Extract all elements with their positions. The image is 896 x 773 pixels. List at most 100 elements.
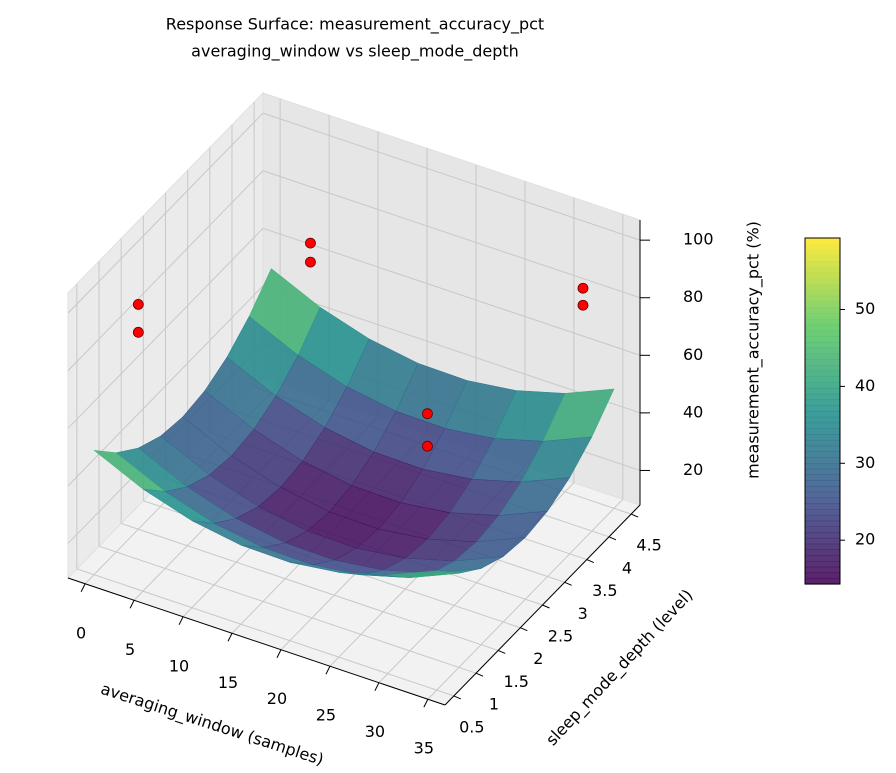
colorbar-swatch — [805, 376, 840, 383]
colorbar-swatch — [805, 312, 840, 320]
z-axis-label: measurement_accuracy_pct (%) — [744, 221, 764, 479]
colorbar-swatch — [805, 445, 840, 452]
x-tick-label: 0 — [76, 623, 86, 642]
colorbar-swatch — [805, 509, 840, 516]
colorbar-swatch — [805, 468, 840, 476]
colorbar-swatch — [805, 503, 840, 510]
axis-line — [444, 504, 641, 706]
colorbar-swatch — [805, 480, 840, 487]
colorbar-swatch — [805, 289, 840, 297]
z-tick-label: 20 — [683, 460, 703, 479]
x-tick — [80, 583, 86, 592]
x-tick-label: 15 — [218, 673, 238, 692]
colorbar-swatch — [805, 295, 840, 303]
colorbar-swatch — [805, 439, 840, 447]
chart-title: Response Surface: measurement_accuracy_p… — [166, 15, 544, 35]
colorbar-swatch — [805, 272, 840, 279]
x-tick — [325, 666, 331, 675]
x-tick-label: 10 — [169, 656, 189, 675]
colorbar-tick-label: 30 — [855, 453, 875, 472]
data-point — [422, 440, 433, 452]
colorbar-swatch — [805, 364, 840, 372]
y-tick-label: 1 — [489, 695, 499, 714]
grid-line — [121, 522, 499, 651]
y-tick — [497, 649, 506, 654]
y-tick — [520, 627, 528, 632]
y-tick-label: 1.5 — [503, 672, 528, 691]
colorbar-swatch — [805, 370, 840, 377]
grid-line — [98, 545, 477, 674]
y-tick — [475, 672, 484, 677]
y-tick-label: 4 — [622, 558, 632, 577]
colorbar-swatch — [805, 416, 840, 424]
colorbar-swatch — [805, 249, 840, 256]
x-axis-label: averaging_window (samples) — [98, 679, 326, 769]
z-tick-label: 80 — [683, 287, 703, 306]
data-point — [305, 237, 316, 249]
y-tick-label: 3.5 — [592, 581, 617, 600]
colorbar-swatch — [805, 266, 840, 274]
grid-line — [67, 227, 264, 429]
axis-line — [67, 577, 446, 706]
colorbar-swatch — [805, 301, 840, 308]
y-tick-label: 2 — [533, 649, 543, 668]
colorbar-swatch — [805, 353, 840, 360]
colorbar-swatch — [805, 261, 840, 268]
y-tick-label: 2.5 — [548, 627, 573, 646]
y-tick-label: 4.5 — [636, 536, 661, 555]
colorbar-swatch — [805, 566, 840, 574]
y-tick — [453, 695, 462, 700]
colorbar-swatch — [805, 457, 840, 464]
grid-line — [262, 285, 641, 414]
x-tick — [276, 649, 282, 658]
colorbar-swatch — [805, 555, 840, 562]
y-tick-label: 0.5 — [459, 717, 484, 736]
colorbar-swatch — [805, 434, 840, 441]
colorbar-swatch — [805, 324, 840, 331]
x-tick-label: 20 — [267, 689, 287, 708]
colorbar-swatch — [805, 278, 840, 285]
colorbar-swatch — [805, 451, 840, 458]
colorbar-swatch — [805, 382, 840, 389]
colorbar-swatch — [805, 307, 840, 314]
x-tick-label: 25 — [316, 706, 336, 725]
surface-cell — [387, 570, 459, 578]
z-tick-label: 100 — [683, 230, 714, 249]
colorbar-swatch — [805, 549, 840, 556]
colorbar-swatch — [805, 485, 840, 493]
colorbar-swatch — [805, 474, 840, 481]
colorbar-swatch — [805, 578, 840, 585]
y-axis-label: sleep_mode_depth (level) — [542, 585, 697, 749]
colorbar-tick-label: 40 — [855, 376, 875, 395]
x-tick — [423, 699, 429, 708]
colorbar-swatch — [805, 318, 840, 326]
x-tick — [129, 600, 135, 609]
colorbar-swatch — [805, 243, 840, 251]
colorbar-tick-label: 20 — [855, 530, 875, 549]
colorbar-swatch — [805, 284, 840, 291]
colorbar-swatch — [805, 428, 840, 435]
grid-line — [76, 568, 455, 697]
colorbar-swatch — [805, 497, 840, 504]
data-point — [305, 256, 316, 268]
colorbar-tick-label: 50 — [855, 299, 875, 318]
grid-line — [262, 112, 641, 241]
colorbar-swatch — [805, 347, 840, 354]
colorbar-swatch — [805, 387, 840, 395]
colorbar-swatch — [805, 393, 840, 401]
colorbar-swatch — [805, 537, 840, 545]
x-tick-label: 30 — [365, 722, 385, 741]
colorbar-swatch — [805, 520, 840, 527]
x-tick — [178, 616, 184, 625]
colorbar-swatch — [805, 359, 840, 366]
colorbar-swatch — [805, 341, 840, 349]
colorbar-swatch — [805, 330, 840, 337]
grid-line — [67, 112, 264, 314]
y-tick — [586, 559, 595, 564]
colorbar-swatch — [805, 336, 840, 343]
grid-line — [67, 170, 264, 372]
z-tick-label: 60 — [683, 345, 703, 364]
y-tick — [564, 581, 572, 586]
x-tick — [374, 682, 380, 691]
colorbar-swatch — [805, 526, 840, 533]
